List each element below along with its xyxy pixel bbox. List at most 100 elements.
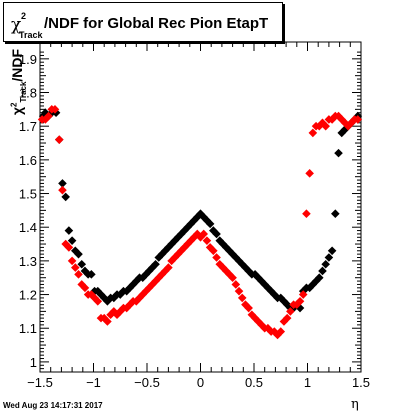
data-point-series-2 xyxy=(93,296,103,306)
data-point-series-2 xyxy=(199,229,209,239)
data-point-series-1 xyxy=(87,270,96,279)
data-point-series-1 xyxy=(340,125,350,134)
x-tick-label: 0.5 xyxy=(245,375,263,390)
x-tick-label: −1 xyxy=(86,375,101,390)
data-point-series-2 xyxy=(215,259,225,269)
data-point-series-2 xyxy=(231,280,241,289)
data-point-series-2 xyxy=(50,105,60,114)
data-point-series-1 xyxy=(215,236,225,245)
data-point-series-2 xyxy=(164,263,173,272)
data-point-series-2 xyxy=(347,118,356,128)
y-tick-label: 1.3 xyxy=(19,254,37,269)
data-point-series-1 xyxy=(80,266,90,276)
data-point-series-1 xyxy=(318,266,327,276)
data-point-series-1 xyxy=(212,229,221,239)
data-point-series-2 xyxy=(228,273,237,283)
chart-title-subscript: Track xyxy=(19,30,43,40)
data-point-series-2 xyxy=(192,229,202,239)
data-point-series-2 xyxy=(74,270,83,279)
x-tick-label: 0 xyxy=(197,375,204,390)
data-point-series-2 xyxy=(80,283,90,293)
data-point-series-2 xyxy=(167,256,176,266)
x-tick-label: −0.5 xyxy=(134,375,160,390)
data-point-series-1 xyxy=(244,266,253,276)
data-point-series-2 xyxy=(77,280,87,289)
data-point-series-1 xyxy=(192,212,202,222)
data-point-series-1 xyxy=(58,179,67,188)
data-point-series-1 xyxy=(74,249,83,259)
data-point-series-2 xyxy=(61,239,70,249)
chart-title-chi: χ xyxy=(11,15,22,35)
data-point-series-2 xyxy=(154,273,164,283)
data-point-series-2 xyxy=(58,185,67,195)
data-point-series-2 xyxy=(132,296,141,306)
data-point-series-1 xyxy=(331,209,340,219)
data-point-series-1 xyxy=(334,148,343,158)
data-point-series-1 xyxy=(234,256,244,266)
data-point-series-2 xyxy=(305,169,314,178)
data-point-series-1 xyxy=(115,290,125,299)
date-stamp: Wed Aug 23 14:17:31 2017 xyxy=(3,401,103,410)
data-point-series-2 xyxy=(138,290,148,299)
data-point-series-1 xyxy=(314,273,324,283)
data-point-series-1 xyxy=(154,253,164,262)
plot-frame xyxy=(39,41,362,373)
data-point-series-2 xyxy=(279,317,289,326)
data-point-series-2 xyxy=(282,313,292,323)
data-point-series-2 xyxy=(54,135,64,144)
data-point-series-2 xyxy=(221,266,231,276)
data-point-series-1 xyxy=(167,239,176,249)
data-point-series-2 xyxy=(71,263,80,272)
data-point-series-1 xyxy=(327,246,337,256)
data-point-series-2 xyxy=(327,115,337,124)
data-point-series-2 xyxy=(257,320,266,330)
data-point-series-2 xyxy=(308,128,318,138)
data-point-series-1 xyxy=(279,296,289,306)
data-point-series-1 xyxy=(77,259,87,269)
data-point-series-2 xyxy=(292,300,302,309)
y-tick-label: 1.5 xyxy=(19,187,37,202)
data-point-series-2 xyxy=(250,313,260,323)
data-point-series-1 xyxy=(270,290,279,299)
data-point-series-2 xyxy=(144,283,154,293)
data-point-series-2 xyxy=(276,327,286,336)
x-tick-label: 1.5 xyxy=(352,375,370,390)
x-axis-label: η xyxy=(351,397,359,412)
data-point-series-1 xyxy=(228,249,237,259)
data-point-series-1 xyxy=(64,226,74,235)
y-tick-label: 1.9 xyxy=(19,52,37,67)
data-point-series-1 xyxy=(141,270,151,279)
y-axis-label-chi: χ xyxy=(9,106,25,115)
data-point-series-2 xyxy=(202,236,212,245)
data-point-series-1 xyxy=(61,192,70,202)
data-point-series-1 xyxy=(138,273,148,283)
data-point-series-1 xyxy=(176,229,186,239)
data-point-series-2 xyxy=(225,270,234,279)
y-tick-label: 1.1 xyxy=(19,321,37,336)
data-point-series-1 xyxy=(199,212,209,222)
data-point-series-2 xyxy=(103,317,112,326)
y-axis-label-sub: Track xyxy=(18,81,28,103)
data-point-series-1 xyxy=(221,243,231,252)
data-point-series-1 xyxy=(164,243,173,252)
y-tick-label: 1.2 xyxy=(19,288,37,303)
data-point-series-2 xyxy=(64,243,74,252)
data-point-series-2 xyxy=(157,270,167,279)
data-point-series-1 xyxy=(122,286,131,296)
data-point-series-2 xyxy=(67,256,77,266)
data-point-series-1 xyxy=(151,259,160,269)
data-point-series-1 xyxy=(257,276,266,286)
data-point-series-2 xyxy=(125,300,135,309)
data-point-series-2 xyxy=(353,115,363,124)
data-point-series-1 xyxy=(295,303,305,313)
data-point-series-2 xyxy=(237,293,247,303)
data-point-series-2 xyxy=(314,121,324,131)
data-point-series-1 xyxy=(205,219,215,229)
chart-title-superscript: 2 xyxy=(21,11,27,21)
data-point-series-2 xyxy=(44,111,53,121)
data-point-series-2 xyxy=(295,296,305,306)
data-point-series-2 xyxy=(205,243,215,252)
data-point-series-1 xyxy=(324,253,334,262)
data-point-series-2 xyxy=(298,290,308,299)
